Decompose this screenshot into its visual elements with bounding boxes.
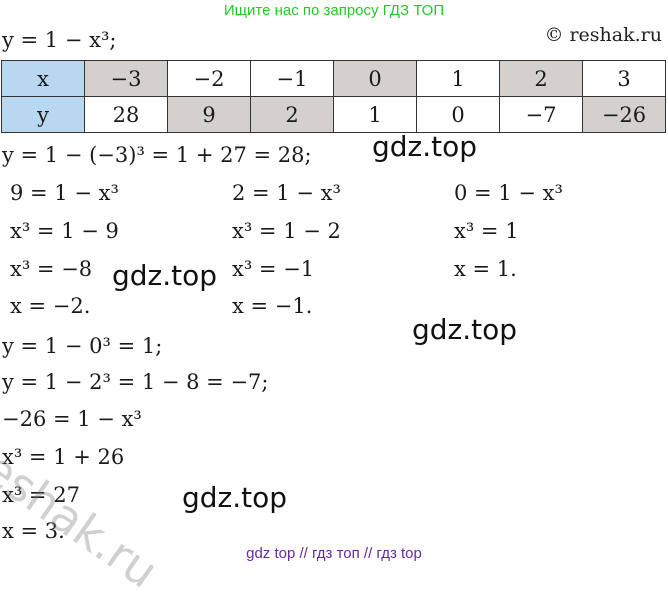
bottom-banner: gdz top // гдз топ // гдз top xyxy=(246,545,422,562)
solution-line: x³ = 1 xyxy=(454,219,519,243)
copyright-text: © reshak.ru xyxy=(544,24,662,46)
solution-line: x³ = −8 xyxy=(10,257,93,281)
solution-line: 0 = 1 − x³ xyxy=(454,181,563,205)
solution-line: x³ = 1 − 9 xyxy=(10,219,119,243)
gdz-watermark: gdz.top xyxy=(182,481,288,514)
table-cell: 28 xyxy=(84,96,168,133)
function-definition: y = 1 − x³; xyxy=(2,28,117,52)
solution-line: y = 1 − 2³ = 1 − 8 = −7; xyxy=(2,370,269,394)
solution-line: x³ = 27 xyxy=(2,483,80,507)
solution-line: y = 1 − 0³ = 1; xyxy=(2,334,163,358)
table-cell: −26 xyxy=(582,96,666,133)
values-table: x −3 −2 −1 0 1 2 3 y 28 9 2 1 0 −7 −26 xyxy=(1,60,666,133)
table-cell: −3 xyxy=(84,60,168,97)
solution-line: −26 = 1 − x³ xyxy=(2,407,142,431)
gdz-watermark: gdz.top xyxy=(372,130,478,163)
solution-line: 2 = 1 − x³ xyxy=(232,181,341,205)
table-row-y: y 28 9 2 1 0 −7 −26 xyxy=(1,96,666,133)
solution-line: x = 1. xyxy=(454,257,517,281)
table-cell: 0 xyxy=(333,60,417,97)
table-cell: 1 xyxy=(416,60,500,97)
solution-line: y = 1 − (−3)³ = 1 + 27 = 28; xyxy=(2,143,312,167)
solution-line: x³ = 1 + 26 xyxy=(2,445,125,469)
top-banner: Ищите нас по запросу ГДЗ ТОП xyxy=(223,2,445,19)
solution-line: x = −1. xyxy=(232,294,313,318)
gdz-watermark: gdz.top xyxy=(112,259,218,292)
solution-line: x³ = −1 xyxy=(232,257,315,281)
y-header-cell: y xyxy=(1,96,85,133)
table-cell: 0 xyxy=(416,96,500,133)
table-cell: 9 xyxy=(167,96,251,133)
table-cell: 2 xyxy=(250,96,334,133)
table-cell: −2 xyxy=(167,60,251,97)
table-cell: 1 xyxy=(333,96,417,133)
solution-line: x = −2. xyxy=(10,294,91,318)
table-row-x: x −3 −2 −1 0 1 2 3 xyxy=(1,60,666,97)
solution-line: x = 3. xyxy=(2,519,65,543)
x-header-cell: x xyxy=(1,60,85,97)
solution-line: x³ = 1 − 2 xyxy=(232,219,341,243)
table-cell: 2 xyxy=(499,60,583,97)
table-cell: 3 xyxy=(582,60,666,97)
gdz-watermark: gdz.top xyxy=(412,313,518,346)
solution-line: 9 = 1 − x³ xyxy=(10,181,119,205)
table-cell: −1 xyxy=(250,60,334,97)
table-cell: −7 xyxy=(499,96,583,133)
